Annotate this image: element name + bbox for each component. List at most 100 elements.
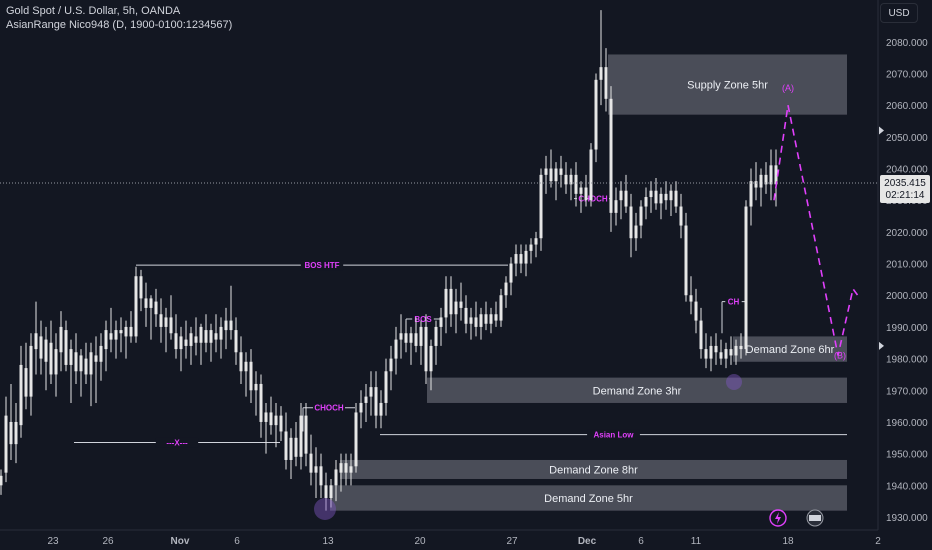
zones-layer: Supply Zone 5hr Demand Zone 6hr Demand Zon… bbox=[330, 54, 847, 511]
candle-body bbox=[639, 206, 643, 226]
time-tick-label: 20 bbox=[414, 536, 426, 547]
candle-body bbox=[399, 333, 403, 340]
time-tick-label: 6 bbox=[234, 536, 240, 547]
candle-body bbox=[754, 181, 758, 188]
symbol-title: Gold Spot / U.S. Dollar, 5h, OANDA bbox=[6, 5, 181, 17]
candle-body bbox=[249, 361, 253, 391]
candle-body bbox=[139, 276, 143, 299]
candle-body bbox=[289, 437, 293, 460]
candle-body bbox=[244, 361, 248, 372]
annotation-label-bg bbox=[725, 296, 742, 307]
price-tick-label: 1950.000 bbox=[886, 450, 928, 461]
candle-body bbox=[759, 174, 763, 188]
annotation-label: BOS HTF bbox=[304, 261, 339, 270]
candle-body bbox=[734, 345, 738, 356]
candle-body bbox=[54, 349, 58, 375]
zone-label: Demand Zone 6hr bbox=[746, 344, 835, 356]
candle-body bbox=[619, 190, 623, 201]
candle-body bbox=[534, 238, 538, 245]
time-tick-label: 26 bbox=[102, 536, 114, 547]
candle-body bbox=[434, 326, 438, 346]
candle-body bbox=[669, 190, 673, 201]
candle-body bbox=[284, 431, 288, 460]
candle-body bbox=[659, 193, 663, 204]
candles-layer bbox=[0, 10, 778, 511]
candle-body bbox=[624, 190, 628, 207]
candle-body bbox=[204, 330, 208, 343]
candle-body bbox=[709, 345, 713, 359]
lightning-bolt-icon bbox=[775, 512, 781, 524]
candle-body bbox=[514, 254, 518, 264]
projection-layer: (A) (B) bbox=[773, 83, 861, 360]
candle-body bbox=[199, 326, 203, 343]
candle-body bbox=[119, 330, 123, 334]
candle-body bbox=[719, 352, 723, 359]
candle-body bbox=[369, 387, 373, 397]
annotation-label-bg bbox=[412, 314, 434, 324]
time-tick-label: 11 bbox=[691, 536, 702, 547]
candle-body bbox=[554, 168, 558, 182]
price-tick-label: 2080.000 bbox=[886, 38, 928, 49]
candle-body bbox=[329, 485, 333, 498]
candle-body bbox=[374, 387, 378, 416]
overlay-layer bbox=[0, 182, 878, 527]
candle-body bbox=[409, 333, 413, 343]
zone-rect bbox=[733, 336, 847, 362]
candle-body bbox=[209, 330, 213, 343]
candle-body bbox=[579, 187, 583, 194]
candle-body bbox=[324, 485, 328, 498]
candle-body bbox=[519, 254, 523, 264]
price-tick-label: 2040.000 bbox=[886, 165, 928, 176]
candle-body bbox=[664, 193, 668, 201]
candle-body bbox=[439, 317, 443, 327]
candle-body bbox=[564, 174, 568, 185]
candle-body bbox=[364, 396, 368, 403]
candle-body bbox=[224, 320, 228, 331]
candle-body bbox=[714, 345, 718, 353]
price-tick-label: 2020.000 bbox=[886, 228, 928, 239]
candle-body bbox=[64, 330, 68, 365]
candle-body bbox=[124, 326, 128, 337]
projection-label: (A) bbox=[782, 83, 794, 93]
candle-body bbox=[104, 330, 108, 350]
candle-body bbox=[429, 345, 433, 372]
candle-body bbox=[644, 197, 648, 207]
candle-body bbox=[234, 330, 238, 353]
time-tick-label: Dec bbox=[578, 536, 597, 547]
candle-body bbox=[164, 317, 168, 327]
candle-body bbox=[134, 276, 138, 337]
candle-body bbox=[569, 174, 573, 185]
zone-rect bbox=[427, 377, 847, 403]
candle-body bbox=[459, 301, 463, 308]
candle-body bbox=[179, 336, 183, 350]
time-axis[interactable]: 23 26 Nov 6 13 20 27 Dec 6 11 18 2 bbox=[47, 536, 881, 547]
candle-body bbox=[484, 314, 488, 324]
candle-body bbox=[499, 295, 503, 321]
candle-body bbox=[524, 250, 528, 264]
candle-body bbox=[49, 342, 53, 375]
annotation-label-bg bbox=[300, 260, 344, 271]
candle-body bbox=[769, 165, 773, 185]
candle-body bbox=[129, 326, 133, 337]
calendar-flag-body-icon bbox=[809, 515, 821, 521]
candle-body bbox=[699, 320, 703, 350]
candle-body bbox=[649, 190, 653, 198]
candle-body bbox=[59, 326, 63, 353]
low-highlight-circle bbox=[726, 374, 742, 390]
candle-body bbox=[309, 453, 313, 473]
candle-body bbox=[559, 168, 563, 175]
candle-body bbox=[29, 345, 33, 397]
time-tick-label: Nov bbox=[171, 536, 190, 547]
zone-label: Demand Zone 3hr bbox=[593, 385, 682, 397]
zone-rect bbox=[608, 54, 847, 115]
current-price-label-box bbox=[880, 175, 930, 204]
currency-button[interactable]: USD bbox=[880, 3, 918, 23]
price-tick-label: 2070.000 bbox=[886, 69, 928, 80]
price-tick-label: 1930.000 bbox=[886, 513, 928, 524]
candle-body bbox=[584, 187, 588, 201]
price-axis[interactable]: 1930.000 1940.000 1950.000 1960.000 1970.000… bbox=[879, 38, 930, 524]
candle-body bbox=[299, 415, 303, 457]
candle-body bbox=[764, 174, 768, 185]
price-tick-label: 1980.000 bbox=[886, 355, 928, 366]
